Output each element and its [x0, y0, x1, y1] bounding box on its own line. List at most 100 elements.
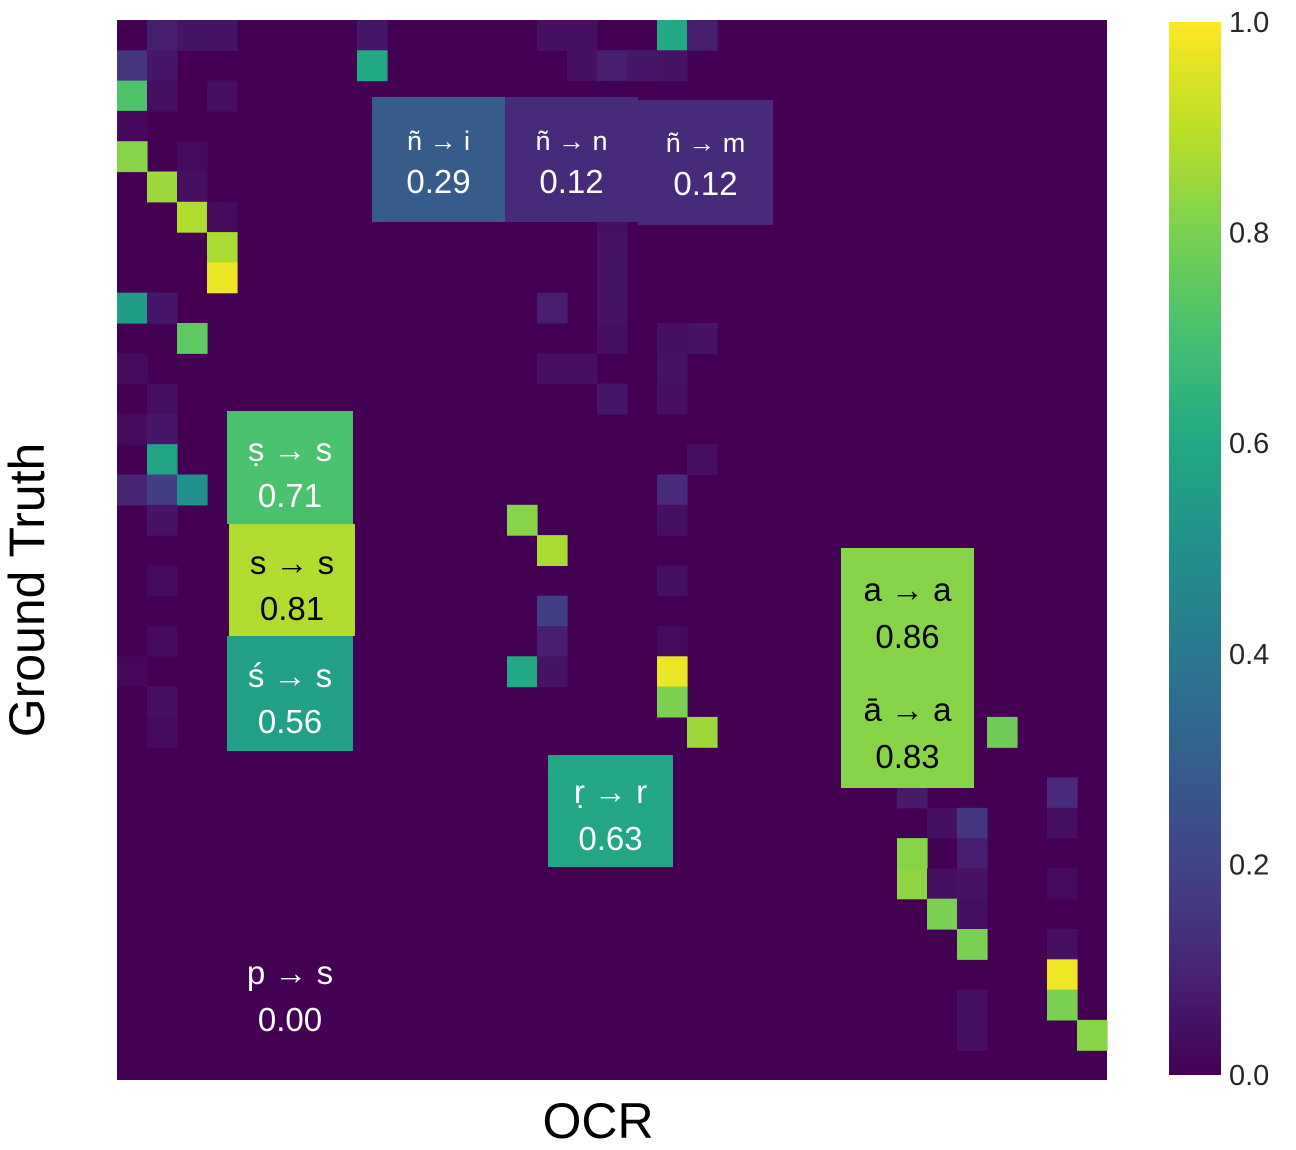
heatmap-cell: [177, 474, 208, 506]
heatmap-cell: [687, 20, 718, 51]
heatmap-cell: [1047, 868, 1078, 900]
annotation-label: ś → s: [248, 657, 332, 694]
annotation-background: [841, 548, 974, 668]
annotation-label: ṛ → r: [574, 773, 647, 810]
heatmap-cell: [177, 171, 208, 203]
heatmap-cell: [147, 171, 178, 203]
heatmap-cell: [597, 383, 628, 415]
heatmap-cell: [957, 1019, 988, 1051]
annotation-value: 0.00: [258, 1001, 322, 1038]
annotation-background: [841, 668, 974, 788]
annotation-label: s → s: [250, 544, 334, 581]
heatmap-cell: [657, 474, 688, 506]
heatmap-cell: [657, 565, 688, 597]
annotation-box: ñ → m 0.12: [638, 100, 773, 225]
heatmap-cell: [537, 595, 568, 627]
heatmap-cell: [147, 474, 178, 506]
heatmap-cell: [207, 80, 238, 112]
heatmap-cell: [927, 898, 958, 930]
heatmap-cell: [597, 232, 628, 263]
heatmap-cell: [567, 353, 598, 385]
annotation-background: [372, 97, 505, 222]
annotation-value: 0.12: [673, 165, 737, 202]
x-axis-label: OCR: [542, 1093, 653, 1149]
heatmap-cell: [657, 504, 688, 536]
heatmap-cell: [147, 383, 178, 415]
heatmap-cell: [117, 110, 148, 142]
annotation-background: [548, 755, 673, 867]
annotation-box: a → a 0.86: [841, 548, 974, 668]
heatmap-cell: [537, 20, 568, 51]
heatmap-cell: [207, 232, 238, 263]
annotation-value: 0.56: [258, 703, 322, 740]
heatmap-cell: [1047, 989, 1078, 1021]
heatmap-cell: [627, 50, 658, 82]
heatmap-cell: [117, 141, 148, 173]
y-axis-label: Ground Truth: [0, 443, 55, 738]
heatmap-cell: [657, 686, 688, 718]
heatmap-cell: [147, 686, 178, 718]
heatmap-cell: [117, 50, 148, 82]
annotation-label: ñ → i: [407, 126, 470, 156]
heatmap-cell: [957, 989, 988, 1021]
heatmap-cell: [657, 383, 688, 415]
annotation-label: ā → a: [863, 691, 952, 728]
heatmap-cell: [537, 535, 568, 566]
heatmap-cell: [597, 50, 628, 82]
annotation-box: ñ → n 0.12: [505, 97, 638, 222]
heatmap-cell: [147, 504, 178, 536]
heatmap-cell: [117, 474, 148, 506]
annotation-value: 0.86: [875, 618, 939, 655]
heatmap-cell: [657, 50, 688, 82]
heatmap-cell: [507, 504, 538, 536]
heatmap-cell: [897, 868, 928, 900]
annotation-background: [505, 97, 638, 222]
colorbar-tick-label: 0.2: [1229, 849, 1269, 881]
heatmap-cell: [1047, 959, 1078, 991]
colorbar-tick-label: 0.0: [1229, 1060, 1269, 1092]
annotation-value: 0.83: [875, 738, 939, 775]
heatmap-cell: [537, 626, 568, 657]
colorbar-tick-label: 0.8: [1229, 218, 1269, 250]
heatmap-cell: [957, 929, 988, 960]
heatmap-cell: [147, 413, 178, 445]
heatmap-cell: [117, 292, 148, 324]
annotation-label: a → a: [863, 571, 952, 608]
colorbar-tick-label: 0.6: [1229, 428, 1269, 460]
annotation-background: [229, 524, 355, 636]
heatmap-cell: [117, 413, 148, 445]
heatmap-cell: [987, 716, 1018, 748]
annotation-value: 0.81: [260, 590, 324, 627]
heatmap-cell: [207, 201, 238, 233]
annotation-label: ṣ → s: [248, 431, 332, 468]
heatmap-cell: [1047, 777, 1078, 809]
heatmap-cell: [117, 80, 148, 112]
heatmap-cell: [357, 20, 388, 51]
heatmap-cell: [147, 716, 178, 748]
annotation-background: [227, 636, 353, 751]
heatmap-cell: [897, 838, 928, 869]
heatmap-cell: [597, 323, 628, 354]
annotation-background: [638, 100, 773, 225]
heatmap-annotations: ñ → i 0.29 ñ → n 0.12 ñ → m 0.12 ṣ → s 0.71 s → …: [227, 97, 974, 1038]
heatmap-cell: [957, 807, 988, 839]
heatmap-cell: [537, 292, 568, 324]
heatmap-cell: [957, 868, 988, 900]
heatmap-cell: [1047, 929, 1078, 960]
heatmap-cell: [957, 898, 988, 930]
annotation-box: p → s 0.00: [247, 954, 333, 1038]
heatmap-cell: [1047, 807, 1078, 839]
heatmap-cell: [147, 20, 178, 51]
annotation-box: ñ → i 0.29: [372, 97, 505, 222]
heatmap-cell: [207, 20, 238, 51]
heatmap-cell: [657, 626, 688, 657]
heatmap-cell: [147, 444, 178, 476]
heatmap-cell: [207, 262, 238, 294]
heatmap-cell: [657, 353, 688, 385]
colorbar-tick-label: 0.4: [1229, 639, 1269, 671]
heatmap-cell: [147, 292, 178, 324]
annotation-box: ṛ → r 0.63: [548, 755, 673, 867]
heatmap-cell: [957, 838, 988, 869]
heatmap-cell: [687, 323, 718, 354]
